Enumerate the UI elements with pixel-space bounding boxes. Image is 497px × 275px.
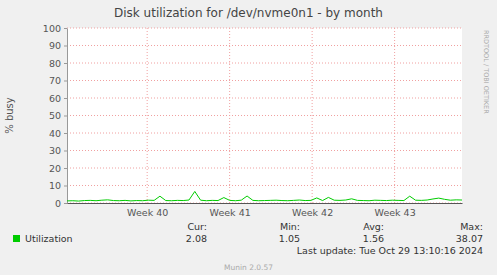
last-update: Last update: Tue Oct 29 13:10:16 2024 xyxy=(297,245,483,256)
x-grid-line xyxy=(147,28,148,203)
x-tick: Week 43 xyxy=(375,203,416,218)
y-tick-mark xyxy=(64,116,67,117)
y-tick-mark xyxy=(64,81,67,82)
background xyxy=(0,0,497,275)
x-grid-line xyxy=(229,28,230,203)
y-grid-line xyxy=(67,115,462,116)
y-tick: 20 xyxy=(49,163,67,174)
y-grid-line xyxy=(67,168,462,169)
x-axis-line xyxy=(68,203,463,204)
x-grid-line xyxy=(394,28,395,203)
y-tick-label: 80 xyxy=(49,58,61,69)
stat-value: 1.05 xyxy=(279,233,300,244)
stat-value: 1.56 xyxy=(363,233,384,244)
title: Disk utilization for /dev/nvme0n1 - by m… xyxy=(114,6,383,20)
y-tick: 70 xyxy=(49,75,67,86)
y-tick: 90 xyxy=(49,40,67,51)
y-grid-line xyxy=(67,185,462,186)
stat-value: 2.08 xyxy=(186,233,207,244)
y-tick-mark xyxy=(64,133,67,134)
y-grid-line xyxy=(67,28,462,29)
x-tick-label: Week 40 xyxy=(127,207,168,218)
y-grid-line xyxy=(67,80,462,81)
y-tick: 40 xyxy=(49,128,67,139)
legend: Utilization xyxy=(13,233,73,244)
y-tick-label: 30 xyxy=(49,145,61,156)
series-group xyxy=(67,191,462,201)
y-tick-label: 100 xyxy=(43,23,61,34)
y-tick: 80 xyxy=(49,58,67,69)
y-tick: 10 xyxy=(49,180,67,191)
stat-label: Max: xyxy=(460,221,483,232)
y-tick-mark xyxy=(64,186,67,187)
y-tick-mark xyxy=(64,151,67,152)
y-grid-line xyxy=(67,45,462,46)
stat-label: Cur: xyxy=(187,221,207,232)
footer: Munin 2.0.57 xyxy=(224,263,273,272)
y-tick-label: 70 xyxy=(49,75,61,86)
x-tick: Week 40 xyxy=(127,203,168,218)
y-tick-mark xyxy=(64,28,67,29)
x-tick: Week 41 xyxy=(210,203,251,218)
legend-label: Utilization xyxy=(25,233,73,244)
y-tick-mark xyxy=(64,63,67,64)
series-line xyxy=(67,191,462,201)
y-tick-label: 50 xyxy=(49,110,61,121)
y-grid-line xyxy=(67,150,462,151)
y-tick-mark xyxy=(64,98,67,99)
legend-swatch xyxy=(13,235,20,242)
stat-label: Avg: xyxy=(363,221,384,232)
stat-label: Min: xyxy=(280,221,300,232)
y-tick-label: 10 xyxy=(49,180,61,191)
y-tick-label: 40 xyxy=(49,128,61,139)
y-tick-label: 60 xyxy=(49,93,61,104)
x-tick: Week 42 xyxy=(292,203,333,218)
plot-area xyxy=(67,28,462,203)
chart: 0102030405060708090100Week 40Week 41Week… xyxy=(0,0,497,275)
x-tick-label: Week 43 xyxy=(375,207,416,218)
x-tick-label: Week 41 xyxy=(210,207,251,218)
y-tick-mark xyxy=(64,203,67,204)
y-grid-line xyxy=(67,63,462,64)
y-tick: 30 xyxy=(49,145,67,156)
grid xyxy=(67,28,462,203)
y-grid-line xyxy=(67,98,462,99)
y-tick-mark xyxy=(64,168,67,169)
y-grid-line xyxy=(67,133,462,134)
y-tick-label: 0 xyxy=(55,198,61,209)
y-tick: 60 xyxy=(49,93,67,104)
y-grid-line xyxy=(67,203,462,204)
x-tick-label: Week 42 xyxy=(292,207,333,218)
y-tick: 100 xyxy=(43,23,67,34)
stat-value: 38.07 xyxy=(456,233,483,244)
y-tick-mark xyxy=(64,46,67,47)
watermark: RRDTOOL / TOBI OETIKER xyxy=(482,30,490,114)
x-axis: Week 40 Week 41 Week 42 Week 43 xyxy=(68,203,463,218)
y-tick-label: 20 xyxy=(49,163,61,174)
y-tick: 0 xyxy=(55,198,67,209)
y-tick-label: 90 xyxy=(49,40,61,51)
y-axis: 0 10 20 30 40 50 60 70 80 90 100 xyxy=(43,23,68,209)
y-tick: 50 xyxy=(49,110,67,121)
y-label: % busy xyxy=(4,97,15,134)
x-grid-line xyxy=(312,28,313,203)
y-axis-line xyxy=(67,29,68,204)
